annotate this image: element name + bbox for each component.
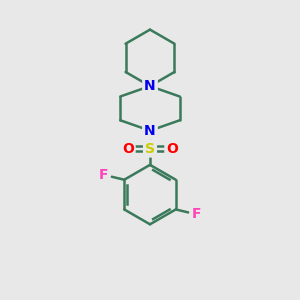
Text: N: N	[144, 124, 156, 138]
Text: N: N	[144, 79, 156, 93]
Text: F: F	[99, 168, 108, 182]
Text: O: O	[167, 142, 178, 155]
Text: O: O	[122, 142, 134, 155]
Text: S: S	[145, 142, 155, 155]
Text: F: F	[192, 207, 201, 221]
